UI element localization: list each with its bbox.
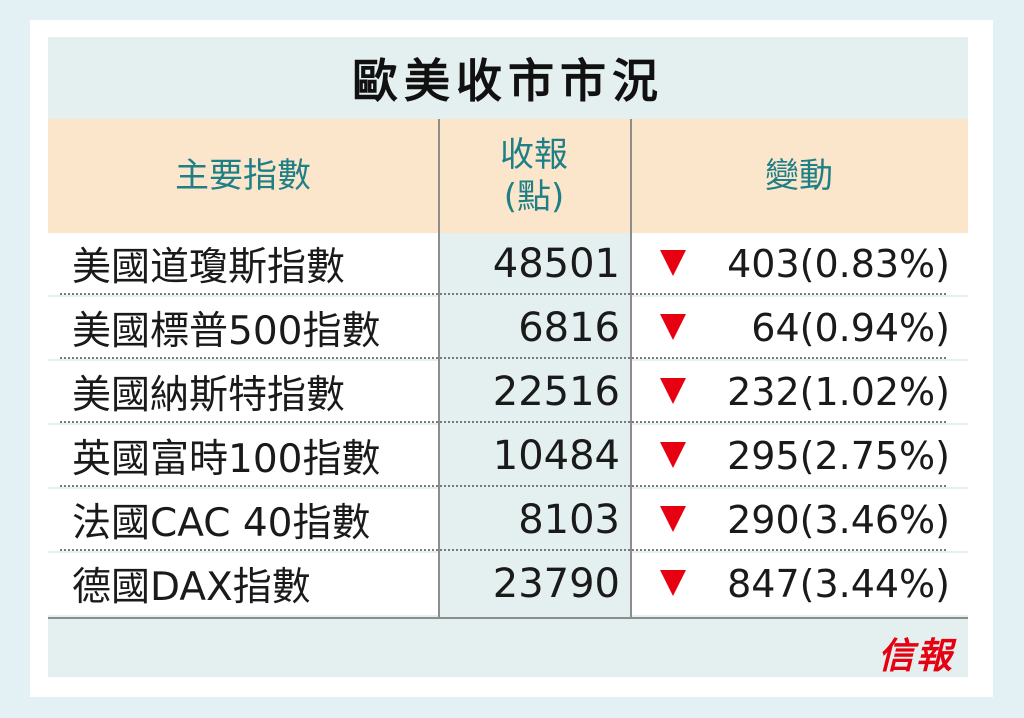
close-value: 23790 bbox=[492, 561, 620, 607]
change-value: 847(3.44%) bbox=[727, 562, 950, 606]
header-change: 變動 bbox=[765, 156, 833, 196]
down-triangle-icon bbox=[660, 442, 686, 468]
close-value: 10484 bbox=[492, 433, 620, 479]
table-bottom-border bbox=[48, 617, 968, 619]
table-header: 主要指數 收報 (點) 變動 bbox=[48, 119, 968, 233]
header-close-line1: 收報 bbox=[500, 135, 568, 175]
row-divider bbox=[60, 485, 946, 487]
table-row: 美國納斯特指數 22516 232(1.02%) bbox=[48, 361, 968, 423]
header-index: 主要指數 bbox=[175, 156, 311, 196]
change-cell: 295(2.75%) bbox=[632, 425, 968, 487]
row-divider bbox=[60, 357, 946, 359]
index-name: 美國標普500指數 bbox=[48, 297, 438, 359]
index-name: 美國納斯特指數 bbox=[48, 361, 438, 423]
down-triangle-icon bbox=[660, 314, 686, 340]
header-close-line2: (點) bbox=[503, 177, 565, 217]
close-value: 22516 bbox=[492, 369, 620, 415]
change-value: 295(2.75%) bbox=[727, 434, 950, 478]
change-value: 403(0.83%) bbox=[727, 242, 950, 286]
change-cell: 403(0.83%) bbox=[632, 233, 968, 295]
publisher-logo: 信報 bbox=[877, 635, 954, 677]
table-row: 德國DAX指數 23790 847(3.44%) bbox=[48, 553, 968, 615]
change-value: 64(0.94%) bbox=[751, 306, 950, 350]
change-cell: 232(1.02%) bbox=[632, 361, 968, 423]
column-divider-1 bbox=[438, 119, 440, 617]
table-row: 英國富時100指數 10484 295(2.75%) bbox=[48, 425, 968, 487]
change-cell: 847(3.44%) bbox=[632, 553, 968, 615]
change-cell: 290(3.46%) bbox=[632, 489, 968, 551]
column-divider-2 bbox=[630, 119, 632, 617]
table-row: 美國道瓊斯指數 48501 403(0.83%) bbox=[48, 233, 968, 295]
down-triangle-icon bbox=[660, 250, 686, 276]
index-name: 德國DAX指數 bbox=[48, 553, 438, 615]
table-row: 法國CAC 40指數 8103 290(3.46%) bbox=[48, 489, 968, 551]
close-value: 8103 bbox=[518, 497, 620, 543]
header-close: 收報 (點) bbox=[438, 119, 630, 233]
row-divider bbox=[60, 549, 946, 551]
close-value: 48501 bbox=[492, 241, 620, 287]
change-cell: 64(0.94%) bbox=[632, 297, 968, 359]
table-row: 美國標普500指數 6816 64(0.94%) bbox=[48, 297, 968, 359]
down-triangle-icon bbox=[660, 570, 686, 596]
index-name: 美國道瓊斯指數 bbox=[48, 233, 438, 295]
index-name: 法國CAC 40指數 bbox=[48, 489, 438, 551]
index-name: 英國富時100指數 bbox=[48, 425, 438, 487]
page-title: 歐美收市市況 bbox=[352, 54, 664, 108]
down-triangle-icon bbox=[660, 506, 686, 532]
row-divider bbox=[60, 293, 946, 295]
market-table-panel: 歐美收市市況 主要指數 收報 (點) 變動 美國道瓊斯指數 48501 403(… bbox=[48, 37, 968, 677]
close-value: 6816 bbox=[518, 305, 620, 351]
change-value: 232(1.02%) bbox=[727, 370, 950, 414]
row-divider bbox=[60, 421, 946, 423]
change-value: 290(3.46%) bbox=[727, 498, 950, 542]
down-triangle-icon bbox=[660, 378, 686, 404]
